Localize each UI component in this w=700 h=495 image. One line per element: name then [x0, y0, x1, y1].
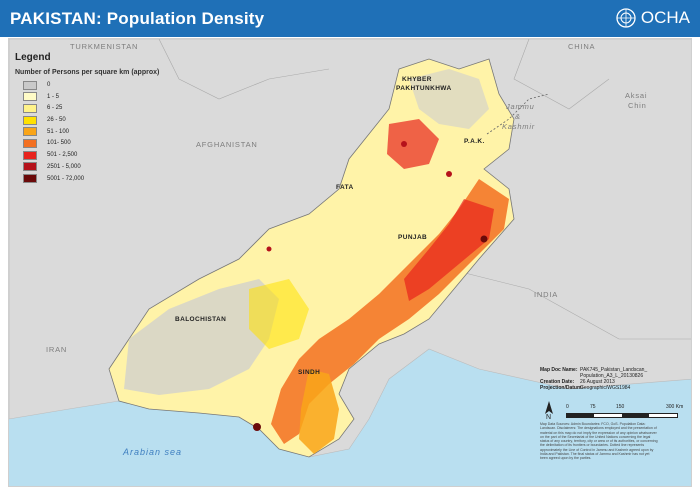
legend-item: 2501 - 5,000 — [15, 162, 165, 172]
label-india: INDIA — [534, 290, 559, 299]
map-frame[interactable] — [8, 38, 692, 487]
legend-item: 51 - 100 — [15, 127, 165, 137]
meta-doc-key: Map Doc Name: — [540, 367, 578, 373]
legend-item: 501 - 2,500 — [15, 150, 165, 160]
meta-proj-key: Projection/Datum: — [540, 385, 584, 391]
label-arabian-sea: Arabian sea — [123, 447, 183, 457]
map-metadata: Map Doc Name: PAK745_Pakistan_Landscan_ P… — [540, 367, 685, 391]
sindh-orange — [299, 369, 339, 454]
city-peshawar — [401, 141, 407, 147]
label-jammu-1: Jammu — [506, 102, 535, 111]
label-jammu-3: Kashmir — [502, 122, 536, 131]
legend-item: 6 - 25 — [15, 103, 165, 113]
label-china: CHINA — [568, 42, 596, 51]
label-pak: P.A.K. — [464, 138, 485, 145]
label-turkmenistan: TURKMENISTAN — [70, 42, 139, 51]
peshawar-red — [387, 119, 439, 169]
ocha-text: OCHA — [640, 8, 690, 27]
legend-label: 1 - 5 — [47, 93, 60, 100]
label-kp-1: KHYBER — [402, 76, 432, 83]
legend-list: 0 1 - 5 6 - 25 26 - 50 51 - 100 101- 500 501 -… — [15, 80, 165, 184]
label-aksai-1: Aksai — [625, 91, 648, 100]
punjab-red — [404, 199, 494, 301]
label-fata: FATA — [336, 184, 354, 191]
label-jammu-2: & — [515, 112, 521, 121]
north-arrow-icon — [545, 401, 553, 414]
map-canvas — [9, 39, 691, 458]
legend-item: 101- 500 — [15, 138, 165, 148]
header-bar: PAKISTAN: Population Density OCHA — [0, 0, 700, 37]
meta-date-val: 26 August 2013 — [580, 379, 615, 385]
legend-label: 0 — [47, 82, 51, 88]
scale-bar: 0 75 150 300 Km — [566, 403, 686, 423]
legend-label: 2501 - 5,000 — [47, 163, 81, 170]
legend-item: 26 - 50 — [15, 115, 165, 125]
north-sparse — [409, 69, 489, 129]
line-of-control — [486, 93, 550, 135]
legend-swatch — [23, 150, 37, 160]
city-islamabad — [446, 171, 452, 177]
legend-swatch — [23, 174, 37, 183]
balochistan-sparse — [124, 279, 279, 395]
legend-label: 5001 - 72,000 — [47, 175, 85, 182]
north-label: N — [546, 414, 552, 421]
legend-item: 5001 - 72,000 — [15, 174, 165, 184]
city-quetta — [266, 246, 272, 252]
legend-swatch — [23, 162, 37, 172]
legend-item: 1 - 5 — [15, 92, 165, 102]
label-kp-2: PAKHTUNKHWA — [396, 85, 452, 92]
legend-item: 0 — [15, 80, 165, 90]
label-afghanistan: AFGHANISTAN — [196, 140, 258, 149]
meta-proj-val: Geographic/WGS1984 — [580, 385, 631, 391]
legend-swatch — [23, 138, 37, 148]
legend-swatch — [23, 103, 37, 113]
scale-tick-0: 0 — [566, 404, 569, 410]
legend-label: 6 - 25 — [47, 105, 63, 112]
legend-label: 501 - 2,500 — [47, 152, 78, 159]
city-karachi — [253, 423, 261, 431]
meta-doc-val-2: Population_A3_L_20130826 — [580, 373, 644, 379]
west-yellow — [249, 279, 309, 349]
legend-swatch — [23, 80, 37, 90]
scale-tick-2: 150 — [616, 404, 625, 410]
legend-subtitle: Number of Persons per square km (approx) — [15, 69, 160, 76]
scale-tick-1: 75 — [590, 404, 596, 410]
legend-swatch — [23, 92, 37, 102]
label-iran: IRAN — [46, 345, 68, 354]
meta-doc-val-1: PAK745_Pakistan_Landscan_ — [580, 367, 648, 373]
ocha-logo: OCHA — [615, 7, 690, 29]
legend-label: 101- 500 — [47, 140, 71, 147]
border-lines — [158, 39, 691, 340]
legend-swatch — [23, 115, 37, 125]
label-sindh: SINDH — [298, 369, 321, 376]
legend-label: 26 - 50 — [47, 117, 66, 124]
city-lahore — [480, 235, 488, 243]
map-title: PAKISTAN: Population Density — [10, 9, 265, 28]
meta-date-key: Creation Date: — [540, 379, 575, 385]
north-arrow: N — [544, 401, 554, 421]
scale-tick-3: 300 Km — [666, 404, 684, 410]
legend-swatch — [23, 127, 37, 137]
scale-bar-graphic — [566, 413, 678, 418]
legend-label: 51 - 100 — [47, 128, 70, 135]
label-aksai-2: Chin — [628, 101, 647, 110]
legend-title: Legend — [15, 52, 51, 63]
legend-panel: Legend Number of Persons per square km (… — [15, 52, 165, 185]
un-emblem-icon — [616, 8, 636, 28]
disclaimer-text: Map Data Sources: Admin Boundaries: FCO,… — [540, 422, 658, 461]
label-punjab: PUNJAB — [398, 234, 428, 241]
label-balochistan: BALOCHISTAN — [175, 316, 227, 323]
